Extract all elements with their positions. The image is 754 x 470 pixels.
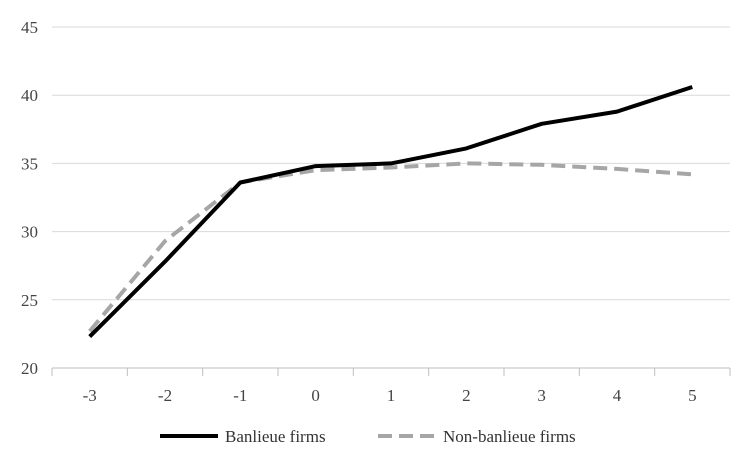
series-line-non-banlieue — [88, 161, 693, 333]
x-axis-tick-labels: -3 -2 -1 0 1 2 3 4 5 — [83, 386, 697, 405]
x-tick-label: 4 — [613, 386, 622, 405]
x-tick-label: 0 — [311, 386, 320, 405]
x-tick-label: -2 — [158, 386, 172, 405]
y-tick-label: 40 — [21, 86, 38, 105]
x-tick-label: 5 — [688, 386, 697, 405]
series-lines — [88, 85, 693, 339]
y-tick-label: 20 — [21, 359, 38, 378]
x-tick-label: 1 — [387, 386, 396, 405]
y-axis-tick-labels: 20 25 30 35 40 45 — [21, 18, 38, 378]
y-tick-label: 30 — [21, 223, 38, 242]
legend: Banlieue firms Non-banlieue firms — [160, 427, 576, 446]
series-line-banlieue — [88, 85, 693, 339]
y-tick-label: 25 — [21, 291, 38, 310]
legend-label: Non-banlieue firms — [443, 427, 576, 446]
x-tick-label: 3 — [537, 386, 546, 405]
y-tick-label: 35 — [21, 154, 38, 173]
x-tick-label: -3 — [83, 386, 97, 405]
x-axis — [51, 367, 731, 376]
legend-label: Banlieue firms — [225, 427, 326, 446]
x-tick-label: 2 — [462, 386, 471, 405]
x-tick-label: -1 — [233, 386, 247, 405]
y-tick-label: 45 — [21, 18, 38, 37]
